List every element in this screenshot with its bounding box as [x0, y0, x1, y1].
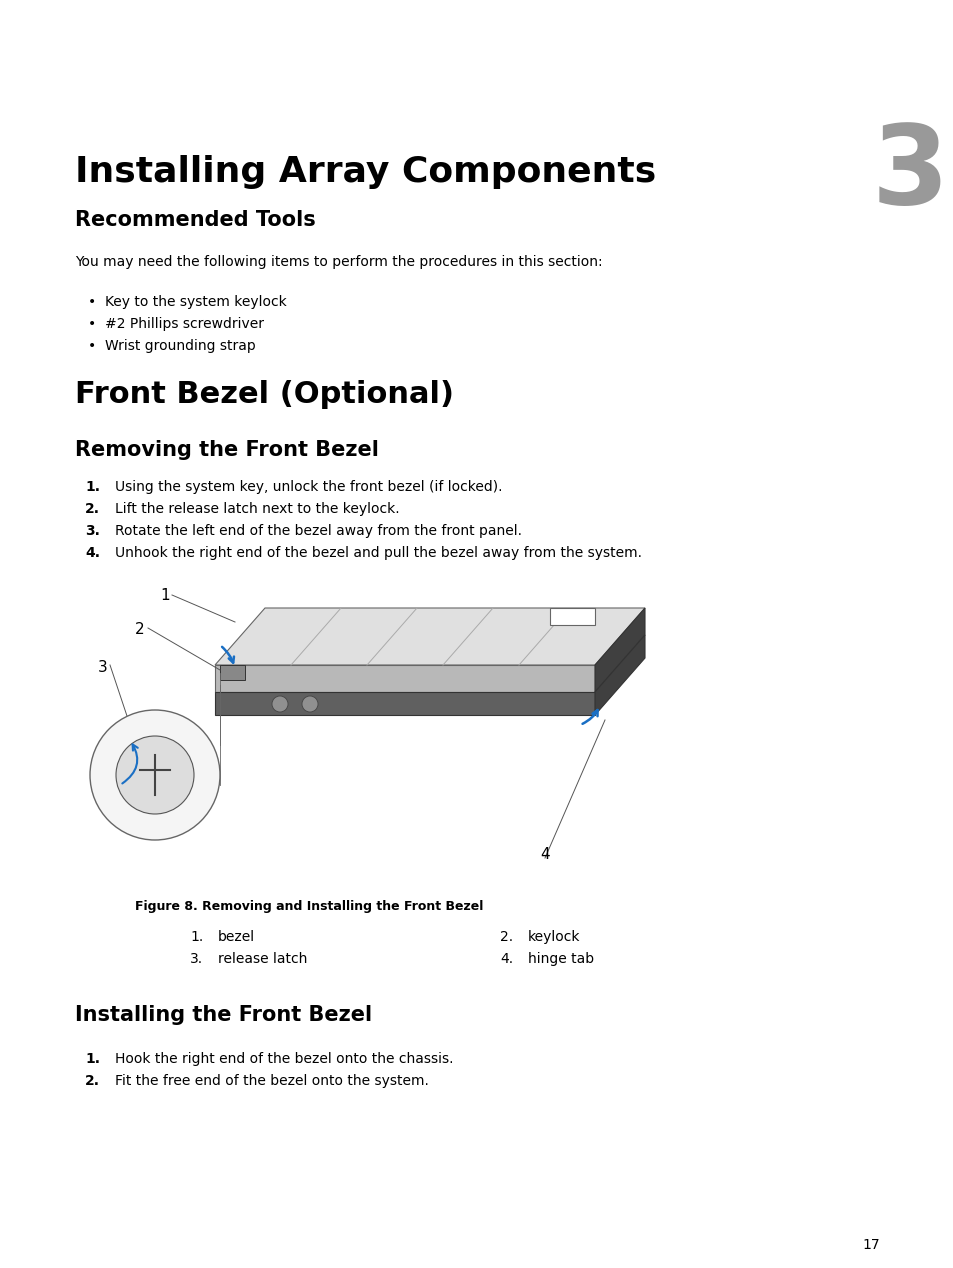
- Text: Hook the right end of the bezel onto the chassis.: Hook the right end of the bezel onto the…: [115, 1052, 453, 1066]
- Text: You may need the following items to perform the procedures in this section:: You may need the following items to perf…: [75, 255, 602, 269]
- Text: 4.: 4.: [499, 952, 513, 966]
- Text: 1: 1: [160, 588, 170, 604]
- Text: 1.: 1.: [85, 1052, 100, 1066]
- Text: Unhook the right end of the bezel and pull the bezel away from the system.: Unhook the right end of the bezel and pu…: [115, 547, 641, 560]
- Text: release latch: release latch: [218, 952, 307, 966]
- Text: Removing the Front Bezel: Removing the Front Bezel: [75, 440, 378, 460]
- Text: Front Bezel (Optional): Front Bezel (Optional): [75, 380, 454, 410]
- Text: hinge tab: hinge tab: [527, 952, 594, 966]
- Text: Wrist grounding strap: Wrist grounding strap: [105, 339, 255, 353]
- Text: Figure 8. Removing and Installing the Front Bezel: Figure 8. Removing and Installing the Fr…: [135, 900, 483, 913]
- Text: keylock: keylock: [527, 929, 579, 943]
- Text: 3: 3: [870, 120, 947, 227]
- Polygon shape: [214, 664, 595, 692]
- Text: 17: 17: [862, 1238, 879, 1252]
- Polygon shape: [214, 607, 644, 664]
- Text: 1.: 1.: [85, 481, 100, 495]
- Text: 2.: 2.: [85, 1074, 100, 1088]
- Text: 2: 2: [135, 623, 145, 637]
- Circle shape: [272, 696, 288, 713]
- Text: #2 Phillips screwdriver: #2 Phillips screwdriver: [105, 317, 264, 331]
- Text: 4: 4: [539, 847, 549, 862]
- Text: bezel: bezel: [218, 929, 254, 943]
- Text: 3: 3: [98, 661, 108, 675]
- Circle shape: [116, 735, 193, 814]
- Text: Installing Array Components: Installing Array Components: [75, 155, 656, 189]
- Text: 1.: 1.: [190, 929, 203, 943]
- Text: 3.: 3.: [85, 524, 100, 538]
- Text: Using the system key, unlock the front bezel (if locked).: Using the system key, unlock the front b…: [115, 481, 502, 495]
- Polygon shape: [595, 635, 644, 715]
- Polygon shape: [220, 664, 245, 680]
- Text: 2.: 2.: [499, 929, 513, 943]
- Polygon shape: [214, 692, 595, 715]
- Text: Recommended Tools: Recommended Tools: [75, 210, 315, 230]
- Text: •: •: [88, 317, 96, 331]
- Text: Key to the system keylock: Key to the system keylock: [105, 295, 287, 309]
- Text: 4.: 4.: [85, 547, 100, 560]
- Circle shape: [90, 710, 220, 839]
- Text: •: •: [88, 295, 96, 309]
- Text: •: •: [88, 339, 96, 353]
- Text: Lift the release latch next to the keylock.: Lift the release latch next to the keylo…: [115, 502, 399, 516]
- Text: 3.: 3.: [190, 952, 203, 966]
- Text: Fit the free end of the bezel onto the system.: Fit the free end of the bezel onto the s…: [115, 1074, 429, 1088]
- Polygon shape: [595, 607, 644, 692]
- Text: 2.: 2.: [85, 502, 100, 516]
- Polygon shape: [550, 607, 595, 625]
- Text: Installing the Front Bezel: Installing the Front Bezel: [75, 1006, 372, 1025]
- Text: Rotate the left end of the bezel away from the front panel.: Rotate the left end of the bezel away fr…: [115, 524, 521, 538]
- Circle shape: [302, 696, 317, 713]
